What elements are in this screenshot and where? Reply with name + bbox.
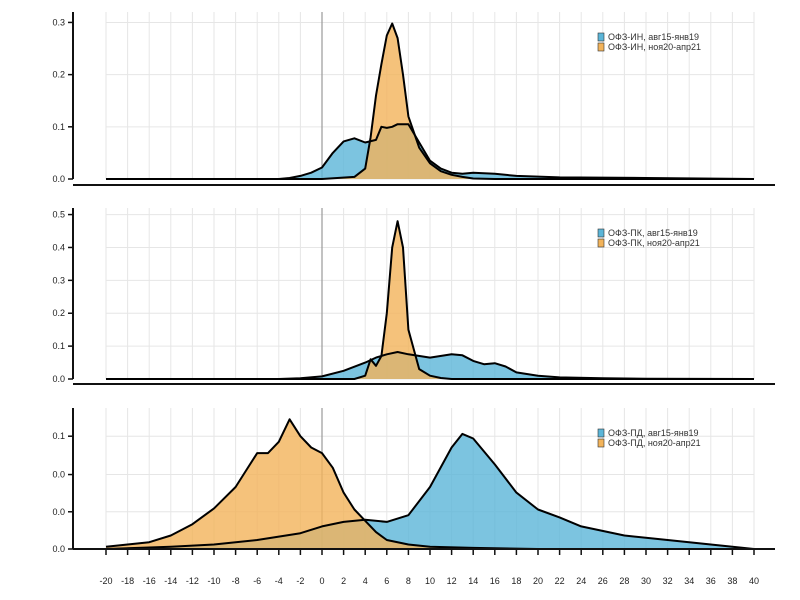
x-tick-label: -10 [207, 576, 220, 586]
x-tick-label: -18 [121, 576, 134, 586]
legend-swatch [597, 438, 605, 448]
y-tick-label: 0.2 [52, 308, 65, 318]
x-tick-label: 0 [319, 576, 324, 586]
legend-label: ОФЗ-ПД, ноя20-апр21 [608, 438, 701, 448]
x-tick-label: 12 [447, 576, 457, 586]
legend-swatch [597, 42, 605, 52]
x-tick-label: 8 [406, 576, 411, 586]
y-tick-label: 0.0 [52, 470, 65, 480]
x-tick-label: 2 [341, 576, 346, 586]
x-tick-label: -14 [164, 576, 177, 586]
y-tick-label: 0.4 [52, 242, 65, 252]
y-tick-label: 0.1 [52, 341, 65, 351]
density-curve-series-1 [105, 432, 755, 550]
x-tick-label: 32 [663, 576, 673, 586]
x-tick-label: -12 [186, 576, 199, 586]
x-tick-label: 6 [384, 576, 389, 586]
x-tick-label: -4 [275, 576, 283, 586]
density-curve-series-1 [106, 123, 755, 180]
y-tick-label: 0.1 [52, 122, 65, 132]
x-tick-label: -6 [253, 576, 261, 586]
x-tick-label: 34 [684, 576, 694, 586]
y-tick-label: 0.3 [52, 275, 65, 285]
y-tick-label: 0.0 [52, 507, 65, 517]
panel-2: 0.0 0.1 0.2 0.3 0.4 0.5 ОФЗ-ПК, авг15-янв19ОФЗ… [52, 208, 775, 385]
legend-swatch [597, 428, 605, 438]
legend-swatch [597, 32, 605, 42]
x-tick-label: 24 [576, 576, 586, 586]
legend-swatch [597, 228, 605, 238]
x-tick-label: 14 [468, 576, 478, 586]
density-area-series-1 [106, 433, 754, 549]
x-tick-label: 10 [425, 576, 435, 586]
legend-label: ОФЗ-ИН, ноя20-апр21 [608, 42, 701, 52]
y-tick-label: 0.3 [52, 17, 65, 27]
y-tick-label: 0.0 [52, 374, 65, 384]
y-tick-label: 0.0 [52, 544, 65, 554]
x-tick-label: 38 [727, 576, 737, 586]
x-tick-label: 26 [598, 576, 608, 586]
x-tick-label: 16 [490, 576, 500, 586]
x-tick-label: 22 [555, 576, 565, 586]
density-curve-series-2 [106, 220, 754, 380]
legend-label: ОФЗ-ИН, авг15-янв19 [608, 32, 699, 42]
density-area-series-1 [106, 352, 754, 379]
x-tick-label: 20 [533, 576, 543, 586]
density-curve-series-2 [105, 418, 754, 550]
x-tick-label: 18 [511, 576, 521, 586]
x-tick-label: -8 [232, 576, 240, 586]
x-tick-label: 30 [641, 576, 651, 586]
legend-swatch [597, 238, 605, 248]
density-curve-series-1 [106, 351, 755, 380]
y-tick-label: 0.2 [52, 70, 65, 80]
x-tick-label: 4 [363, 576, 368, 586]
legend-label: ОФЗ-ПК, авг15-янв19 [608, 228, 698, 238]
density-area-series-2 [106, 419, 754, 549]
y-tick-label: 0.0 [52, 174, 65, 184]
y-tick-label: 0.5 [52, 210, 65, 220]
y-tick-label: 0.1 [52, 431, 65, 441]
x-tick-label: -2 [296, 576, 304, 586]
density-curve-series-2 [106, 22, 754, 180]
x-tick-label: 28 [619, 576, 629, 586]
x-tick-label: -20 [99, 576, 112, 586]
x-tick-label: -16 [143, 576, 156, 586]
x-tick-label: 36 [706, 576, 716, 586]
legend-label: ОФЗ-ПД, авг15-янв19 [608, 428, 699, 438]
legend-label: ОФЗ-ПК, ноя20-апр21 [608, 238, 700, 248]
x-tick-label: 40 [749, 576, 759, 586]
